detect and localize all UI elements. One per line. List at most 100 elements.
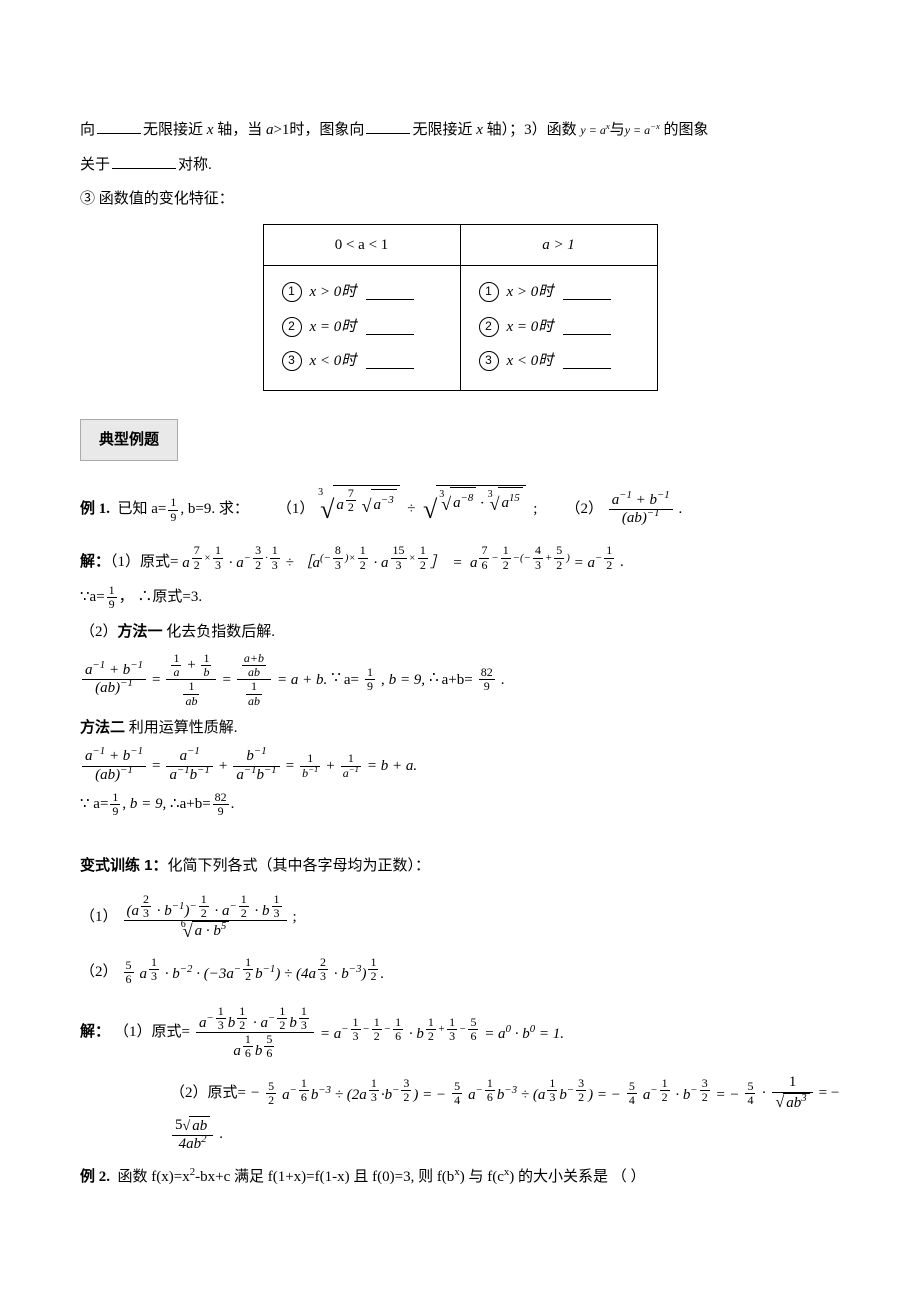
blank — [366, 353, 414, 369]
t: >1时，图象向 — [273, 122, 364, 138]
t: a > 1 — [542, 237, 575, 253]
x-var: x — [207, 122, 214, 138]
ex1-m2-head: 方法二 利用运算性质解. — [80, 714, 840, 743]
ex1-q2: （2） a−1 + b−1 (ab)−1 . — [565, 492, 682, 528]
cond: x > 0时 — [507, 278, 554, 307]
frac-s1: a−13b12 · a−12b13 a16b56 — [196, 1005, 314, 1061]
vc-row: 1 x > 0时 — [479, 278, 639, 307]
t: 关于 — [80, 157, 110, 173]
t: （2）原式= — [170, 1079, 246, 1108]
n: 82 — [479, 666, 495, 680]
d: 9 — [110, 805, 120, 818]
t: , b=9. 求： — [180, 501, 248, 517]
blank — [366, 118, 410, 134]
ex1-label: 例 1. — [80, 501, 110, 517]
n: 5 — [452, 1080, 462, 1094]
t: （1） — [277, 501, 315, 517]
frac-q2: a−1 + b−1 (ab)−1 — [609, 492, 673, 528]
t: 的图象 — [664, 122, 709, 138]
ex2: 例 2. 函数 f(x)=x2-bx+c 满足 f(1+x)=f(1-x) 且 … — [80, 1163, 840, 1192]
n: 1 — [107, 584, 117, 598]
vc-hdr-left: 0 < a < 1 — [263, 224, 460, 266]
var1-label: 变式训练 1： — [80, 857, 168, 874]
d: 4 — [627, 1094, 637, 1107]
n: 5 — [266, 1080, 276, 1094]
vc-right-cell: 1 x > 0时 2 x = 0时 3 x < 0时 — [460, 266, 657, 391]
t: 与 — [610, 122, 625, 138]
intro-line-1: 向无限接近 x 轴，当 a>1时，图象向无限接近 x 轴）；3）函数 y = a… — [80, 116, 840, 145]
n: 1 — [168, 496, 178, 510]
vc-row: 2 x = 0时 — [479, 313, 639, 342]
frac-82-9: 829 — [479, 666, 495, 693]
t: 无限接近 — [412, 122, 472, 138]
var1-sol-2: （2）原式= −52 a−16b−3 ÷ (2a13·b−32) = −54 a… — [170, 1074, 840, 1153]
vc-row: 3 x < 0时 — [282, 347, 442, 376]
ex1-lead: 例 1. 已知 a=19, b=9. 求： — [80, 495, 249, 524]
frac-lhs: a−1 + b−1 (ab)−1 — [82, 662, 146, 698]
frac-1-root: 1 √ab3 — [772, 1074, 812, 1112]
ex1-since: ∵a=19， ∴原式=3. — [80, 583, 840, 612]
var1-sol-1: 解： （1）原式= a−13b12 · a−12b13 a16b56 = a−1… — [80, 1005, 840, 1061]
circ-2: 2 — [479, 317, 499, 337]
ex1-m1-eq: a−1 + b−1 (ab)−1 = 1a + 1b 1ab = a+bab 1… — [80, 652, 840, 708]
t: ， ∴原式=3. — [119, 589, 202, 605]
t: （1）原式= — [114, 1018, 190, 1047]
t: 轴，当 — [217, 122, 262, 138]
frac-5-4b: 54 — [627, 1080, 637, 1107]
d: 9 — [213, 805, 229, 818]
t: b = 9, — [130, 796, 166, 812]
d: 6 — [124, 973, 134, 986]
t: 对称. — [178, 157, 212, 173]
t: 化去负指数后解. — [163, 624, 276, 640]
frac-mid1: 1a + 1b 1ab — [166, 652, 216, 708]
t: -bx+c 满足 f(1+x)=f(1-x) 且 f(0)=3, 则 f(b — [195, 1169, 454, 1185]
t: ∵a= — [80, 589, 105, 605]
t: 已知 a= — [118, 501, 167, 517]
frac-t4: 1a−1 — [341, 752, 361, 779]
n: 82 — [213, 791, 229, 805]
t: 利用运算性质解. — [125, 720, 238, 736]
n: 1 — [110, 791, 120, 805]
blank — [563, 353, 611, 369]
t: ∵ a= — [80, 796, 108, 812]
n: 5 — [627, 1080, 637, 1094]
inner-root: 3√a−8 — [439, 487, 476, 521]
circ-1: 1 — [282, 282, 302, 302]
vc-row: 1 x > 0时 — [282, 278, 442, 307]
ex1-m2-since: ∵ a=19, b = 9, ∴a+b=829. — [80, 790, 840, 819]
vc-hdr-right: a > 1 — [460, 224, 657, 266]
ex1-m2-eq: a−1 + b−1 (ab)−1 = a−1 a−1b−1 + b−1 a−1b… — [80, 748, 840, 784]
frac-final: 5√ab 4ab2 — [172, 1116, 213, 1154]
n: 5 — [124, 959, 134, 973]
n: 5 — [745, 1080, 755, 1094]
ex1-q1: （1） 3√ a72 √a−3 ÷ √ 3√a−8 · 3√a15 ; — [277, 485, 538, 534]
n: 1 — [365, 666, 375, 680]
frac-1-9: 19 — [110, 791, 120, 818]
value-change-table: 0 < a < 1 a > 1 1 x > 0时 2 x = 0时 3 x < … — [263, 224, 658, 391]
t: 无限接近 — [143, 122, 203, 138]
t: （2） — [80, 958, 118, 987]
t: （2） — [565, 501, 603, 517]
t: 轴）；3）函数 — [487, 122, 577, 138]
t: 向 — [80, 122, 95, 138]
t: a= — [344, 666, 359, 695]
t: 0 < a < 1 — [335, 237, 389, 253]
circ-2: 2 — [282, 317, 302, 337]
var1-title: 变式训练 1：化简下列各式（其中各字母均为正数）： — [80, 852, 840, 881]
d: 9 — [365, 680, 375, 693]
t: （2） — [80, 624, 118, 640]
cond: x = 0时 — [507, 313, 554, 342]
blank — [112, 153, 176, 169]
t: . — [620, 555, 624, 571]
vc-left-cell: 1 x > 0时 2 x = 0时 3 x < 0时 — [263, 266, 460, 391]
frac-5-6: 56 — [124, 959, 134, 986]
frac-mid2: a+bab 1ab — [237, 652, 271, 708]
blank — [563, 319, 611, 335]
circ-3: 3 — [282, 351, 302, 371]
d: 9 — [107, 598, 117, 611]
root-expr-2: √ 3√a−8 · 3√a15 — [423, 485, 526, 534]
cond: x > 0时 — [310, 278, 357, 307]
circ-1: 1 — [479, 282, 499, 302]
cond: x < 0时 — [507, 347, 554, 376]
frac-t3: 1b−1 — [300, 752, 320, 779]
